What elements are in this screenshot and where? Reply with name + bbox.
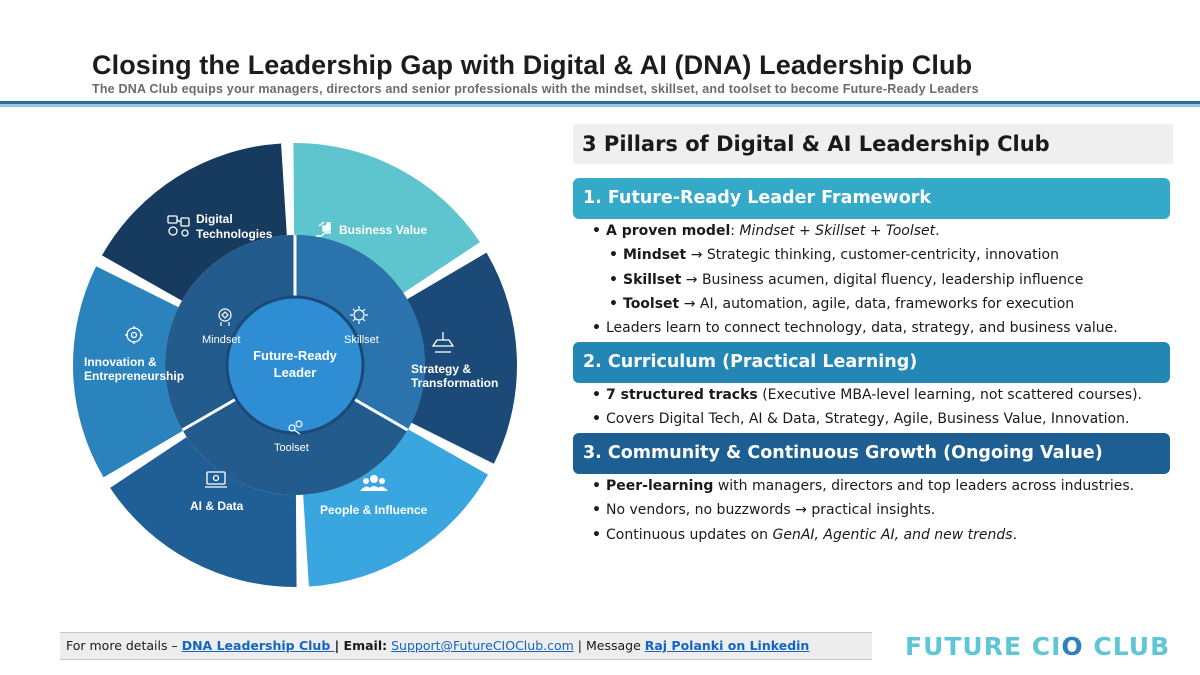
linkedin-link[interactable]: Raj Polanki on Linkedin — [644, 638, 810, 653]
segment-label-digital-1: Digital — [196, 212, 233, 226]
segment-business-value — [293, 143, 480, 294]
framework-bullet-skillset: • Skillset → Business acumen, digital flu… — [609, 272, 1084, 288]
segment-strategy-transformation — [407, 252, 517, 464]
page-subtitle: The DNA Club equips your managers, direc… — [92, 82, 979, 96]
wheel-svg: Digital Technologies Business Value Stra… — [72, 143, 517, 587]
segment-innovation — [72, 266, 183, 478]
framework-bullet-model: • A proven model: Mindset + Skillset + To… — [592, 223, 940, 239]
segment-label-ai-data: AI & Data — [190, 499, 244, 513]
segment-label-digital-2: Technologies — [196, 227, 273, 241]
inner-ring-dividers — [181, 235, 425, 432]
people-influence-icon — [360, 475, 388, 491]
center-circle — [225, 295, 365, 435]
inner-divider-2 — [353, 397, 409, 432]
mindset-icon — [218, 308, 232, 326]
framework-bullet-toolset: • Toolset → AI, automation, agile, data, … — [609, 296, 1075, 312]
segment-label-people: People & Influence — [320, 503, 428, 517]
footer-prefix: For more details – — [66, 638, 182, 653]
curriculum-bullet-tracks: • 7 structured tracks (Executive MBA-leve… — [592, 387, 1142, 403]
framework-bullet-mindset: • Mindset → Strategic thinking, customer-… — [609, 247, 1059, 263]
segment-people-influence — [303, 429, 489, 587]
leadership-wheel-diagram: Digital Technologies Business Value Stra… — [60, 130, 530, 600]
community-bullet-peer: • Peer-learning with managers, directors … — [592, 478, 1135, 494]
toolset-icon — [288, 420, 303, 435]
pillars-header: 3 Pillars of Digital & AI Leadership Clu… — [573, 124, 1173, 164]
footer-bar: For more details – DNA Leadership Club |… — [60, 632, 872, 660]
community-bullet-updates: • Continuous updates on GenAI, Agentic AI… — [592, 527, 1018, 543]
inner-divider-3 — [181, 397, 237, 432]
segment-digital-technologies — [101, 143, 287, 301]
section-title-framework: 1. Future-Ready Leader Framework — [573, 178, 1170, 219]
skillset-icon — [350, 306, 368, 324]
email-label: Email: — [343, 638, 388, 653]
wheel-segments — [72, 143, 517, 587]
section-title-community: 3. Community & Continuous Growth (Ongoin… — [573, 433, 1170, 474]
segment-ai-data — [110, 436, 297, 587]
framework-bullet-connect: • Leaders learn to connect technology, da… — [592, 320, 1118, 336]
inner-label-mindset: Mindset — [202, 334, 241, 346]
segment-label-innovation-2: Entrepreneurship — [84, 369, 184, 383]
segment-label-innovation-1: Innovation & — [84, 355, 157, 369]
inner-ring-skillset-section — [295, 235, 425, 430]
page-title: Closing the Leadership Gap with Digital … — [92, 50, 973, 80]
innovation-icon — [125, 326, 143, 344]
segment-label-strategy-1: Strategy & — [411, 362, 471, 376]
footer-message-text: | Message — [573, 638, 645, 653]
center-label-1: Future-Ready — [253, 348, 338, 363]
community-bullet-vendors: • No vendors, no buzzwords → practical in… — [592, 502, 936, 518]
strategy-icon — [431, 332, 455, 353]
ai-data-icon — [205, 471, 227, 488]
business-value-icon — [316, 221, 331, 237]
segment-label-strategy-2: Transformation — [411, 376, 498, 390]
center-label-2: Leader — [274, 365, 317, 380]
footer-separator: | — [334, 638, 344, 653]
curriculum-bullet-covers: • Covers Digital Tech, AI & Data, Strateg… — [592, 411, 1130, 427]
dna-club-link[interactable]: DNA Leadership Club — [181, 638, 335, 653]
future-cio-club-logo: FUTURE CIO CLUB — [905, 632, 1171, 661]
inner-label-toolset: Toolset — [274, 442, 309, 454]
inner-label-skillset: Skillset — [344, 334, 379, 346]
section-title-curriculum: 2. Curriculum (Practical Learning) — [573, 342, 1170, 383]
support-email-link[interactable]: Support@FutureCIOClub.com — [391, 638, 574, 653]
digital-technologies-icon — [167, 215, 190, 237]
segment-label-business-value: Business Value — [339, 223, 427, 237]
title-divider — [0, 101, 1200, 107]
